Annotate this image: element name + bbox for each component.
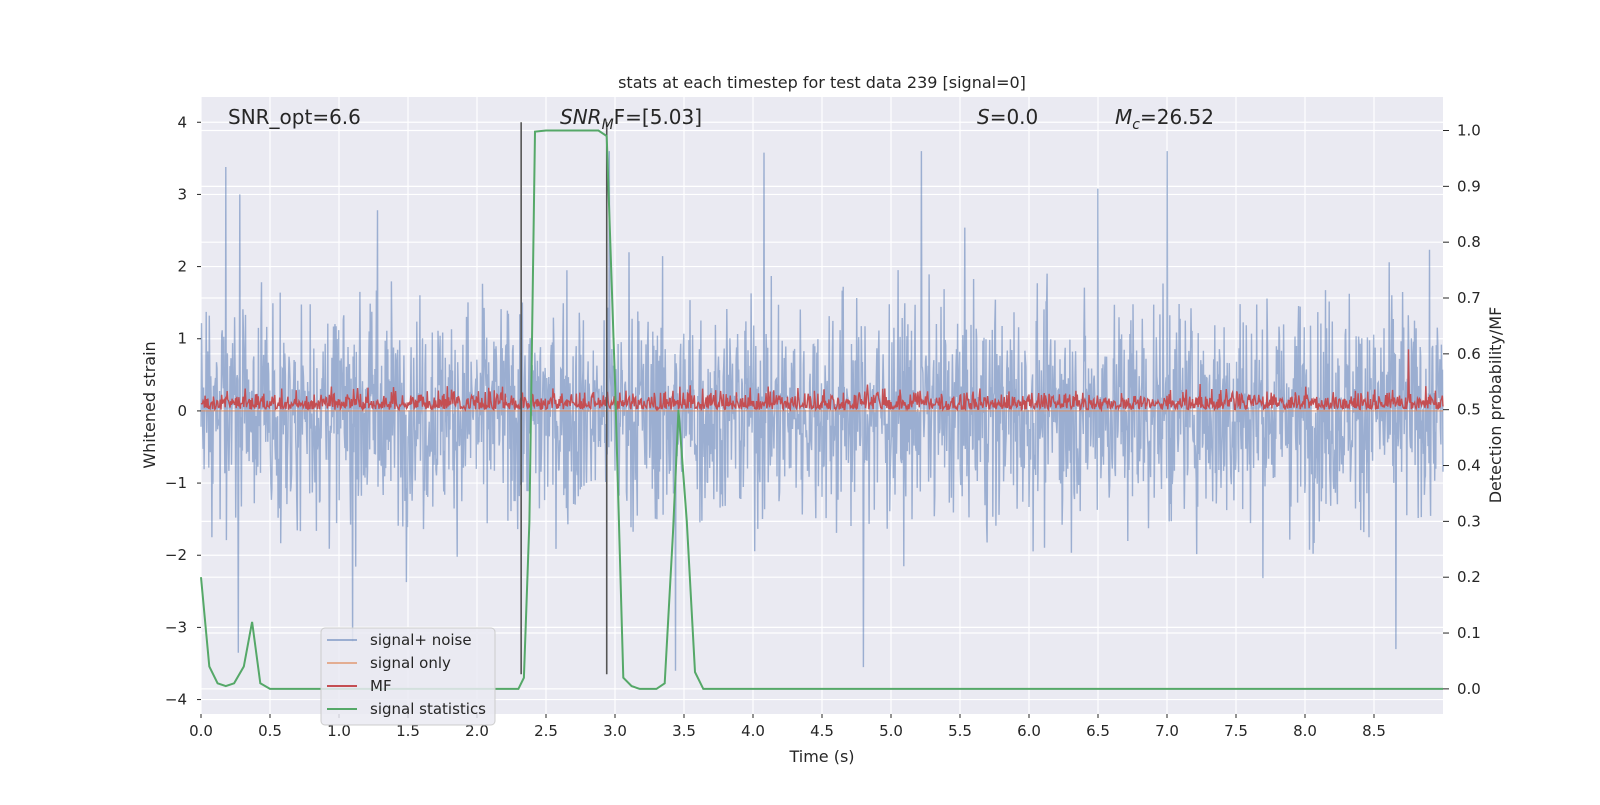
y2-tick-label: 0.7 <box>1457 289 1481 307</box>
x-tick-label: 3.5 <box>672 722 696 740</box>
snr-mf-symbol: SNR <box>560 105 602 129</box>
series-layer <box>200 122 1444 690</box>
y2-axis-label: Detection probability/MF <box>1486 307 1505 504</box>
y-tick-label: −3 <box>165 618 187 636</box>
y2-tick-label: 0.9 <box>1457 177 1481 195</box>
y2-tick-label: 0.0 <box>1457 680 1481 698</box>
mc-symbol: M <box>1115 105 1132 129</box>
x-axis-label: Time (s) <box>788 747 854 766</box>
x-tick-label: 6.5 <box>1086 722 1110 740</box>
mc-subscript: c <box>1132 117 1140 133</box>
y2-tick-label: 0.2 <box>1457 568 1481 586</box>
y-tick-label: 1 <box>177 330 187 348</box>
mc-value: =26.52 <box>1140 105 1214 129</box>
legend-label-signal-statistics: signal statistics <box>370 700 486 718</box>
y-tick-label: 4 <box>177 113 187 131</box>
x-tick-label: 3.0 <box>603 722 627 740</box>
s-value: =0.0 <box>990 105 1039 129</box>
y2-tick-label: 0.5 <box>1457 401 1481 419</box>
legend: signal+ noise signal only MF signal stat… <box>320 627 496 726</box>
x-tick-label: 4.5 <box>810 722 834 740</box>
x-tick-label: 0.0 <box>189 722 213 740</box>
legend-label-signal-only: signal only <box>370 654 451 672</box>
x-tick-label: 1.0 <box>327 722 351 740</box>
y-tick-label: −2 <box>165 546 187 564</box>
x-tick-label: 6.0 <box>1017 722 1041 740</box>
y-tick-label: −1 <box>165 474 187 492</box>
y-tick-label: 2 <box>177 258 187 276</box>
s-symbol: S <box>977 105 990 129</box>
chart-title: stats at each timestep for test data 239… <box>618 73 1026 92</box>
x-tick-label: 2.0 <box>465 722 489 740</box>
legend-box <box>320 627 496 726</box>
y2-tick-label: 0.4 <box>1457 457 1481 475</box>
y2-tick-label: 0.3 <box>1457 512 1481 530</box>
x-tick-label: 8.0 <box>1293 722 1317 740</box>
x-tick-label: 7.0 <box>1155 722 1179 740</box>
x-tick-label: 2.5 <box>534 722 558 740</box>
y2-tick-label: 0.6 <box>1457 345 1481 363</box>
series-mf-line <box>200 349 1444 413</box>
snr-opt-annotation: SNR_opt=6.6 <box>228 105 361 129</box>
y2-tick-label: 0.8 <box>1457 233 1481 251</box>
y2-tick-label: 0.1 <box>1457 624 1481 642</box>
y-tick-label: −4 <box>165 691 187 709</box>
series-signal-noise-line <box>200 151 1444 671</box>
x-tick-label: 7.5 <box>1224 722 1248 740</box>
snr-mf-annotation: SNRMF=[5.03] <box>560 105 702 133</box>
series-signal-statistics-line <box>200 129 1443 690</box>
s-annotation: S=0.0 <box>977 105 1038 129</box>
x-tick-label: 8.5 <box>1362 722 1386 740</box>
tick-layer: 0.0 0.5 1.0 1.5 2.0 2.5 3.0 3.5 4.0 4.5 5.0 5.5 6.0 6… <box>165 113 1481 740</box>
y-axis-label: Whitened strain <box>140 341 159 468</box>
y-tick-label: 0 <box>177 402 187 420</box>
snr-mf-subscript: M <box>602 117 614 133</box>
legend-label-mf: MF <box>370 677 392 695</box>
legend-label-signal-noise: signal+ noise <box>370 631 472 649</box>
snr-mf-value: F=[5.03] <box>614 105 702 129</box>
x-tick-label: 5.0 <box>879 722 903 740</box>
x-tick-label: 4.0 <box>741 722 765 740</box>
x-tick-label: 1.5 <box>396 722 420 740</box>
y2-tick-label: 1.0 <box>1457 122 1481 140</box>
x-tick-label: 0.5 <box>258 722 282 740</box>
x-tick-label: 5.5 <box>948 722 972 740</box>
mc-annotation: Mc=26.52 <box>1115 105 1214 133</box>
y-tick-label: 3 <box>177 185 187 203</box>
